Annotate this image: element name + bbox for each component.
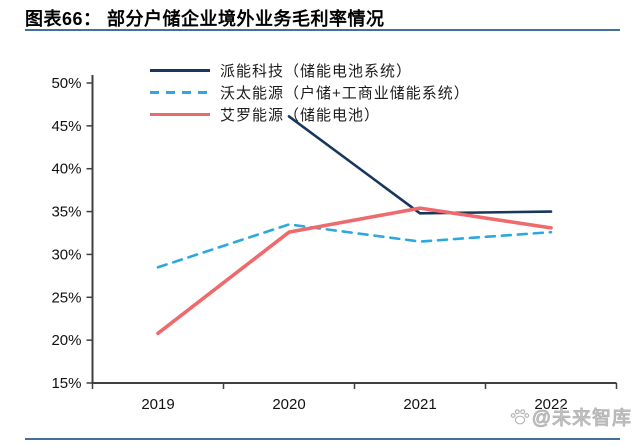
legend-item: 艾罗能源（储能电池） (150, 104, 470, 125)
paw-icon (510, 408, 529, 424)
legend-label: 派能科技（储能电池系统） (220, 63, 413, 80)
y-tick-label: 15% (51, 375, 81, 392)
x-category-label: 2019 (141, 396, 174, 413)
legend-swatch-solid-red (150, 112, 210, 117)
series-line (156, 223, 553, 269)
legend-label: 艾罗能源（储能电池） (220, 107, 381, 124)
y-tick-label: 35% (51, 204, 81, 221)
line-chart: 15% 20% 25% 30% 35% 40% 45% 50% 2019 2020 2021 2022 (51, 75, 618, 413)
x-category-label: 2021 (403, 396, 436, 413)
watermark: @未来智库 (510, 403, 632, 430)
x-category-label: 2022 (534, 396, 567, 413)
y-tick-label: 30% (51, 246, 81, 263)
chart-legend: 派能科技（储能电池系统） 沃太能源（户储+工商业储能系统） 艾罗能源（储能电池） (150, 60, 470, 125)
y-tick-label: 40% (51, 161, 81, 178)
page-title: 图表66： 部分户储企业境外业务毛利率情况 (25, 9, 385, 29)
legend-swatch-dashed-blue (150, 91, 210, 94)
x-category-label: 2020 (272, 396, 305, 413)
series-line (287, 115, 553, 215)
y-tick-label: 50% (51, 75, 81, 92)
series-line (156, 206, 553, 336)
legend-item: 派能科技（储能电池系统） (150, 60, 470, 81)
title-underline (25, 29, 620, 31)
legend-label: 沃太能源（户储+工商业储能系统） (220, 85, 470, 102)
footer-rule (25, 438, 620, 440)
y-tick-label: 20% (51, 332, 81, 349)
y-tick-label: 25% (51, 289, 81, 306)
legend-swatch-solid-navy (150, 69, 210, 72)
y-tick-label: 45% (51, 118, 81, 135)
watermark-text: @未来智库 (531, 408, 632, 430)
legend-item: 沃太能源（户储+工商业储能系统） (150, 82, 470, 103)
